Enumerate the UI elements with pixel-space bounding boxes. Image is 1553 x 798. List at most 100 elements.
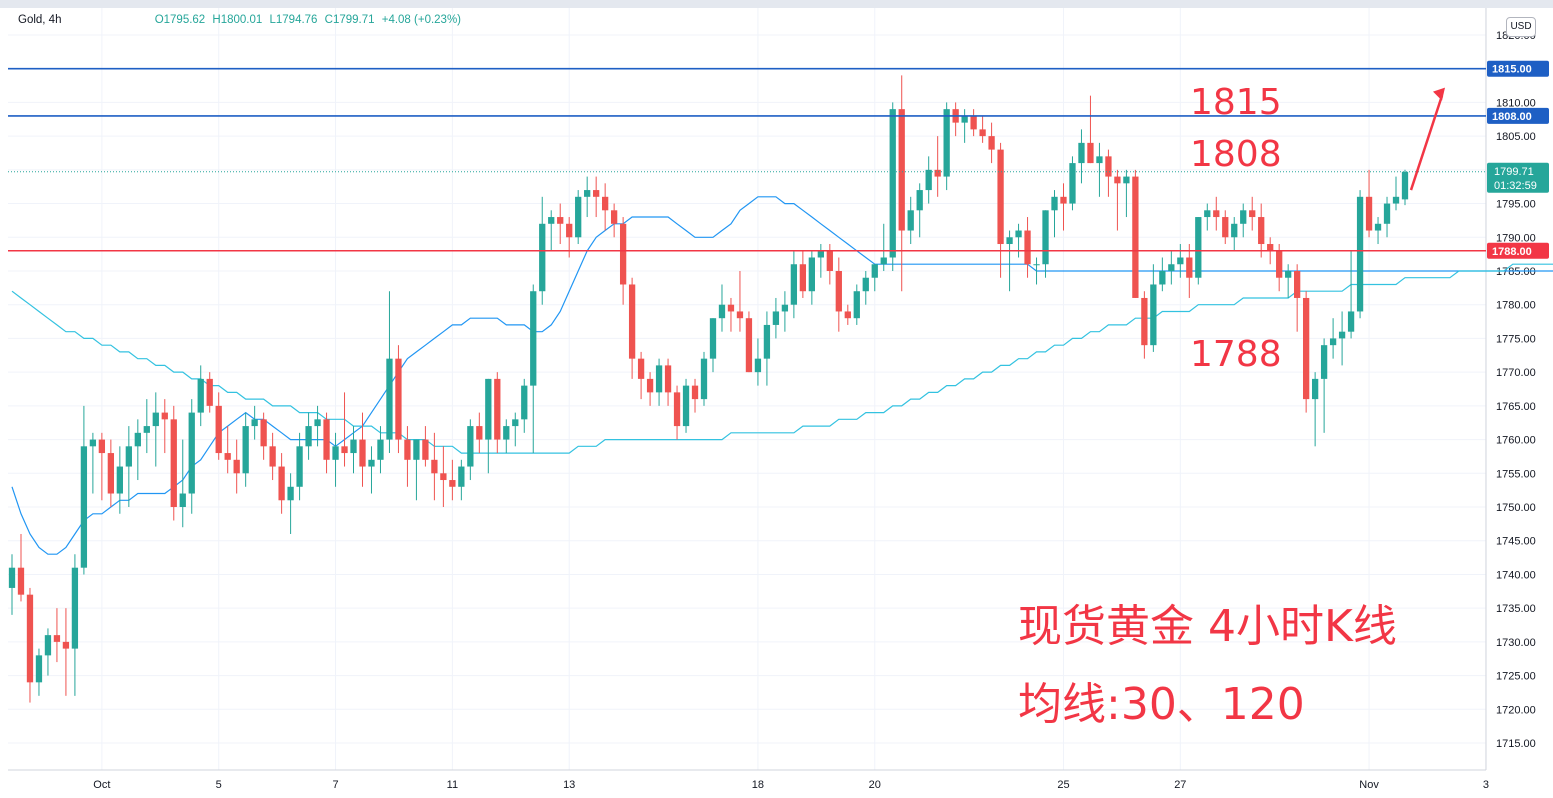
y-tick-label: 1735.00 — [1496, 603, 1536, 615]
candle-body — [476, 426, 483, 440]
candle-body — [260, 419, 267, 447]
candle-body — [1051, 196, 1058, 211]
annotation-title: 现货黄金 4小时K线 — [1018, 601, 1397, 652]
candle-body — [251, 419, 258, 427]
level-price-text: 1788.00 — [1492, 246, 1532, 258]
y-tick-label: 1785.00 — [1496, 266, 1536, 278]
candle-body — [242, 426, 249, 474]
y-tick-label: 1775.00 — [1496, 333, 1536, 345]
candle-body — [485, 378, 492, 440]
candle-body — [808, 257, 815, 292]
x-tick-label: 3 — [1483, 779, 1489, 791]
candle-body — [224, 453, 231, 460]
currency-button[interactable]: USD — [1506, 17, 1536, 37]
y-tick-label: 1765.00 — [1496, 401, 1536, 413]
candle-body — [1159, 270, 1166, 285]
y-tick-label: 1810.00 — [1496, 97, 1536, 109]
y-tick-label: 1780.00 — [1496, 300, 1536, 312]
high-value: H1800.01 — [212, 14, 263, 26]
candle-body — [422, 439, 429, 460]
candle-body — [98, 439, 106, 454]
candle-body — [548, 217, 555, 224]
x-tick-label: 13 — [563, 779, 575, 791]
candle-body — [287, 486, 294, 501]
candle-body — [440, 473, 447, 481]
candle-body — [197, 378, 204, 413]
candle-body — [799, 264, 807, 292]
candle-body — [1186, 257, 1193, 278]
y-tick-label: 1740.00 — [1496, 569, 1536, 581]
candle-body — [395, 358, 402, 440]
candle-body — [1383, 203, 1391, 224]
level-price-tag — [1487, 60, 1549, 77]
candle-body — [116, 466, 123, 494]
level-price-tag — [1487, 107, 1549, 124]
candle-body — [961, 115, 968, 123]
chart-header: Gold, 4h O1795.62 H1800.01 L1794.76 C179… — [18, 14, 465, 26]
candle-body — [754, 358, 762, 373]
candle-body — [278, 466, 285, 501]
projection-arrow-head — [1433, 87, 1445, 101]
candle-body — [898, 109, 905, 231]
last-price-text: 1799.71 — [1494, 166, 1534, 178]
candle-body — [575, 196, 582, 238]
candle-body — [1249, 210, 1256, 218]
annotation-1788: 1788 — [1190, 334, 1282, 375]
y-tick-label: 1730.00 — [1496, 637, 1536, 649]
x-tick-label: 18 — [752, 779, 764, 791]
y-tick-label: 1770.00 — [1496, 367, 1536, 379]
candle-body — [53, 635, 61, 642]
candle-body — [350, 439, 357, 454]
countdown-text: 01:32:59 — [1494, 180, 1537, 192]
candle-body — [1141, 297, 1148, 346]
candle-body — [1168, 264, 1175, 271]
candle-body — [602, 196, 609, 211]
candle-body — [1006, 237, 1013, 245]
candle-body — [880, 257, 887, 265]
candle-body — [835, 270, 842, 312]
candle-body — [1060, 196, 1067, 204]
candle-body — [566, 223, 573, 238]
level-price-text: 1815.00 — [1492, 64, 1532, 76]
candle-body — [610, 210, 618, 224]
x-tick-label: 20 — [869, 779, 881, 791]
y-tick-label: 1745.00 — [1496, 536, 1536, 548]
candle-body — [1132, 176, 1139, 298]
candle-body — [1294, 270, 1301, 298]
candle-body — [1276, 250, 1283, 278]
candle-body — [557, 217, 564, 224]
candle-body — [1123, 176, 1130, 184]
candle-body — [1222, 217, 1229, 238]
candle-body — [305, 426, 312, 447]
symbol-label[interactable]: Gold, 4h — [18, 14, 62, 26]
candle-body — [1311, 378, 1319, 400]
candle-body — [107, 453, 115, 494]
candle-body — [619, 223, 627, 285]
candle-body — [1150, 284, 1157, 346]
candle-body — [1024, 230, 1031, 265]
candle-body — [143, 426, 150, 433]
candle-body — [727, 304, 735, 312]
candle-body — [1105, 156, 1112, 177]
candle-body — [233, 459, 240, 474]
candle-body — [17, 567, 25, 595]
candle-body — [1240, 210, 1247, 224]
ma-line-1 — [11, 196, 1553, 555]
candle-body — [80, 446, 88, 568]
x-tick-label: 27 — [1174, 779, 1186, 791]
annotation-1815: 1815 — [1190, 82, 1282, 123]
candle-body — [1042, 210, 1049, 265]
y-tick-label: 1720.00 — [1496, 704, 1536, 716]
candle-body — [736, 311, 744, 319]
y-tick-label: 1805.00 — [1496, 131, 1536, 143]
candle-body — [332, 446, 339, 460]
y-tick-label: 1760.00 — [1496, 435, 1536, 447]
candle-body — [1096, 156, 1103, 164]
annotation-ma: 均线:30、120 — [1018, 679, 1305, 730]
candle-body — [449, 480, 456, 487]
candle-body — [1114, 176, 1121, 184]
x-tick-label: Nov — [1359, 779, 1379, 791]
candle-body — [530, 291, 537, 386]
